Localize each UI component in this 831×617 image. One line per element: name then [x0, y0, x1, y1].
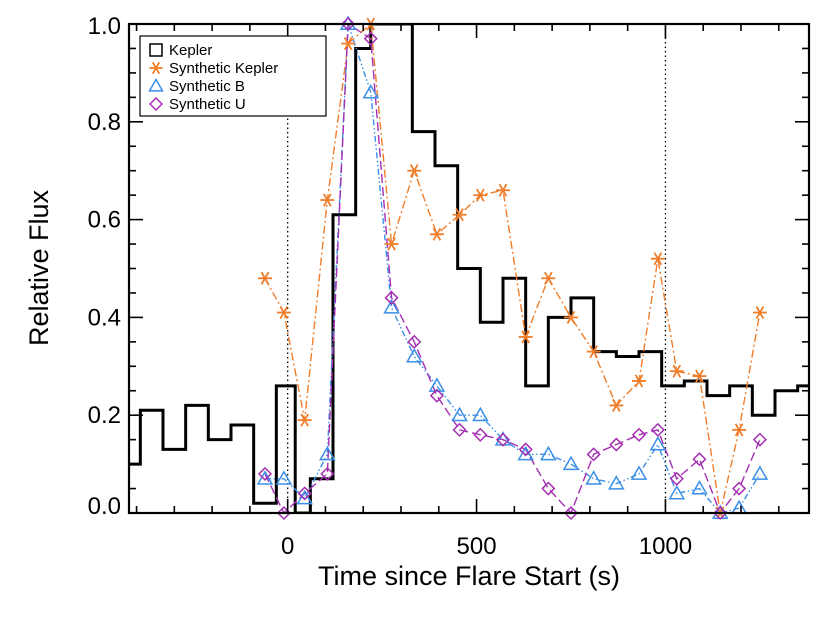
synthetic-u-point [713, 505, 728, 521]
synthetic-b-point [691, 480, 708, 495]
synthetic-kepler-line [264, 24, 761, 513]
x-tick-label: 0 [281, 533, 294, 560]
synthetic-kepler-point [518, 330, 533, 344]
synthetic-b-point [296, 489, 313, 505]
synthetic-u-point [609, 437, 624, 452]
legend-label: Synthetic Kepler [169, 60, 278, 77]
synthetic-u-point [650, 422, 665, 437]
synthetic-kepler-point [407, 164, 422, 178]
synthetic-u-point [257, 466, 273, 481]
synthetic-u-point [384, 290, 399, 305]
synthetic-u-point [541, 481, 556, 496]
y-tick-label: 0.6 [88, 207, 121, 234]
synthetic-b-point [730, 499, 748, 515]
synthetic-u-point [495, 432, 511, 447]
synthetic-kepler-point [473, 188, 488, 202]
x-axis-title: Time since Flare Start (s) [318, 561, 620, 591]
synthetic-kepler-point [732, 423, 747, 437]
synthetic-kepler-point [384, 237, 399, 251]
synthetic-u-point [363, 31, 378, 46]
synthetic-b-point [751, 465, 769, 480]
legend-label: Synthetic U [169, 96, 246, 113]
marker-layer [256, 15, 769, 521]
legend-asterisk-icon [149, 61, 163, 75]
synthetic-u-point [518, 442, 533, 457]
synthetic-kepler-point [650, 252, 665, 266]
axis-ticks [129, 23, 809, 514]
tick-labels: 0 500 1000 0.0 0.2 0.4 0.6 0.8 1.0 [88, 13, 693, 560]
synthetic-b-point [517, 445, 534, 461]
synthetic-kepler-point [276, 305, 291, 320]
synthetic-b-point [275, 470, 293, 485]
synthetic-u-point [732, 481, 747, 496]
synthetic-u-point [407, 334, 422, 349]
synthetic-kepler-point [341, 37, 356, 51]
synthetic-b-point [319, 445, 336, 461]
synthetic-b-point [256, 470, 274, 485]
synthetic-b-point [608, 475, 625, 490]
synthetic-b-point [562, 455, 580, 471]
y-tick-label: 0.0 [88, 493, 121, 520]
synthetic-b-point [630, 465, 648, 480]
x-tick-label: 1000 [639, 533, 692, 560]
synthetic-kepler-point [692, 369, 707, 383]
synthetic-u-line [264, 24, 761, 513]
legend-square-icon [149, 43, 163, 57]
synthetic-u-point [669, 471, 684, 486]
synthetic-b-point [428, 377, 446, 392]
synthetic-kepler-point [541, 271, 556, 285]
synthetic-b-point [585, 470, 602, 485]
synthetic-b-point [451, 406, 468, 422]
synthetic-u-point [473, 427, 488, 442]
legend-triangle-icon [148, 77, 164, 92]
y-tick-label: 1.0 [88, 13, 121, 40]
synthetic-u-point [320, 466, 335, 481]
synthetic-kepler-point [669, 364, 684, 378]
synthetic-kepler-point [429, 227, 444, 241]
synthetic-b-line [265, 24, 761, 513]
synthetic-u-point [692, 452, 707, 467]
synthetic-u-point [563, 505, 579, 521]
x-tick-label: 500 [457, 533, 497, 560]
legend-label: Kepler [169, 42, 212, 59]
y-tick-label: 0.2 [88, 402, 121, 429]
synthetic-b-point [362, 83, 380, 99]
legend-box [139, 35, 327, 117]
synthetic-u-point [297, 486, 312, 501]
synthetic-b-point [472, 406, 489, 422]
synthetic-b-point [383, 299, 400, 314]
y-axis-title: Relative Flux [24, 189, 54, 346]
synthetic-kepler-point [320, 193, 335, 207]
synthetic-u-point [586, 447, 601, 462]
legend-label: Synthetic B [169, 78, 245, 95]
synthetic-u-point [752, 432, 767, 447]
synthetic-b-point [540, 445, 557, 461]
synthetic-kepler-point [496, 183, 510, 197]
synthetic-kepler-point [609, 398, 624, 412]
synthetic-b-point [405, 348, 423, 363]
synthetic-kepler-point [297, 413, 312, 427]
synthetic-u-point [341, 16, 356, 32]
synthetic-u-point [429, 388, 444, 403]
synthetic-kepler-point [586, 345, 601, 359]
synthetic-kepler-point [632, 374, 646, 388]
y-tick-label: 0.8 [88, 109, 121, 136]
legend-diamond-icon [148, 96, 164, 112]
synthetic-b-point [668, 484, 686, 500]
synthetic-kepler-point [452, 208, 467, 222]
synthetic-b-point [649, 436, 667, 451]
synthetic-kepler-point [258, 271, 272, 285]
synthetic-u-point [631, 427, 647, 442]
synthetic-kepler-point [564, 310, 578, 324]
y-tick-label: 0.4 [88, 304, 121, 331]
synthetic-kepler-point [752, 305, 767, 320]
synthetic-u-point [452, 422, 467, 437]
